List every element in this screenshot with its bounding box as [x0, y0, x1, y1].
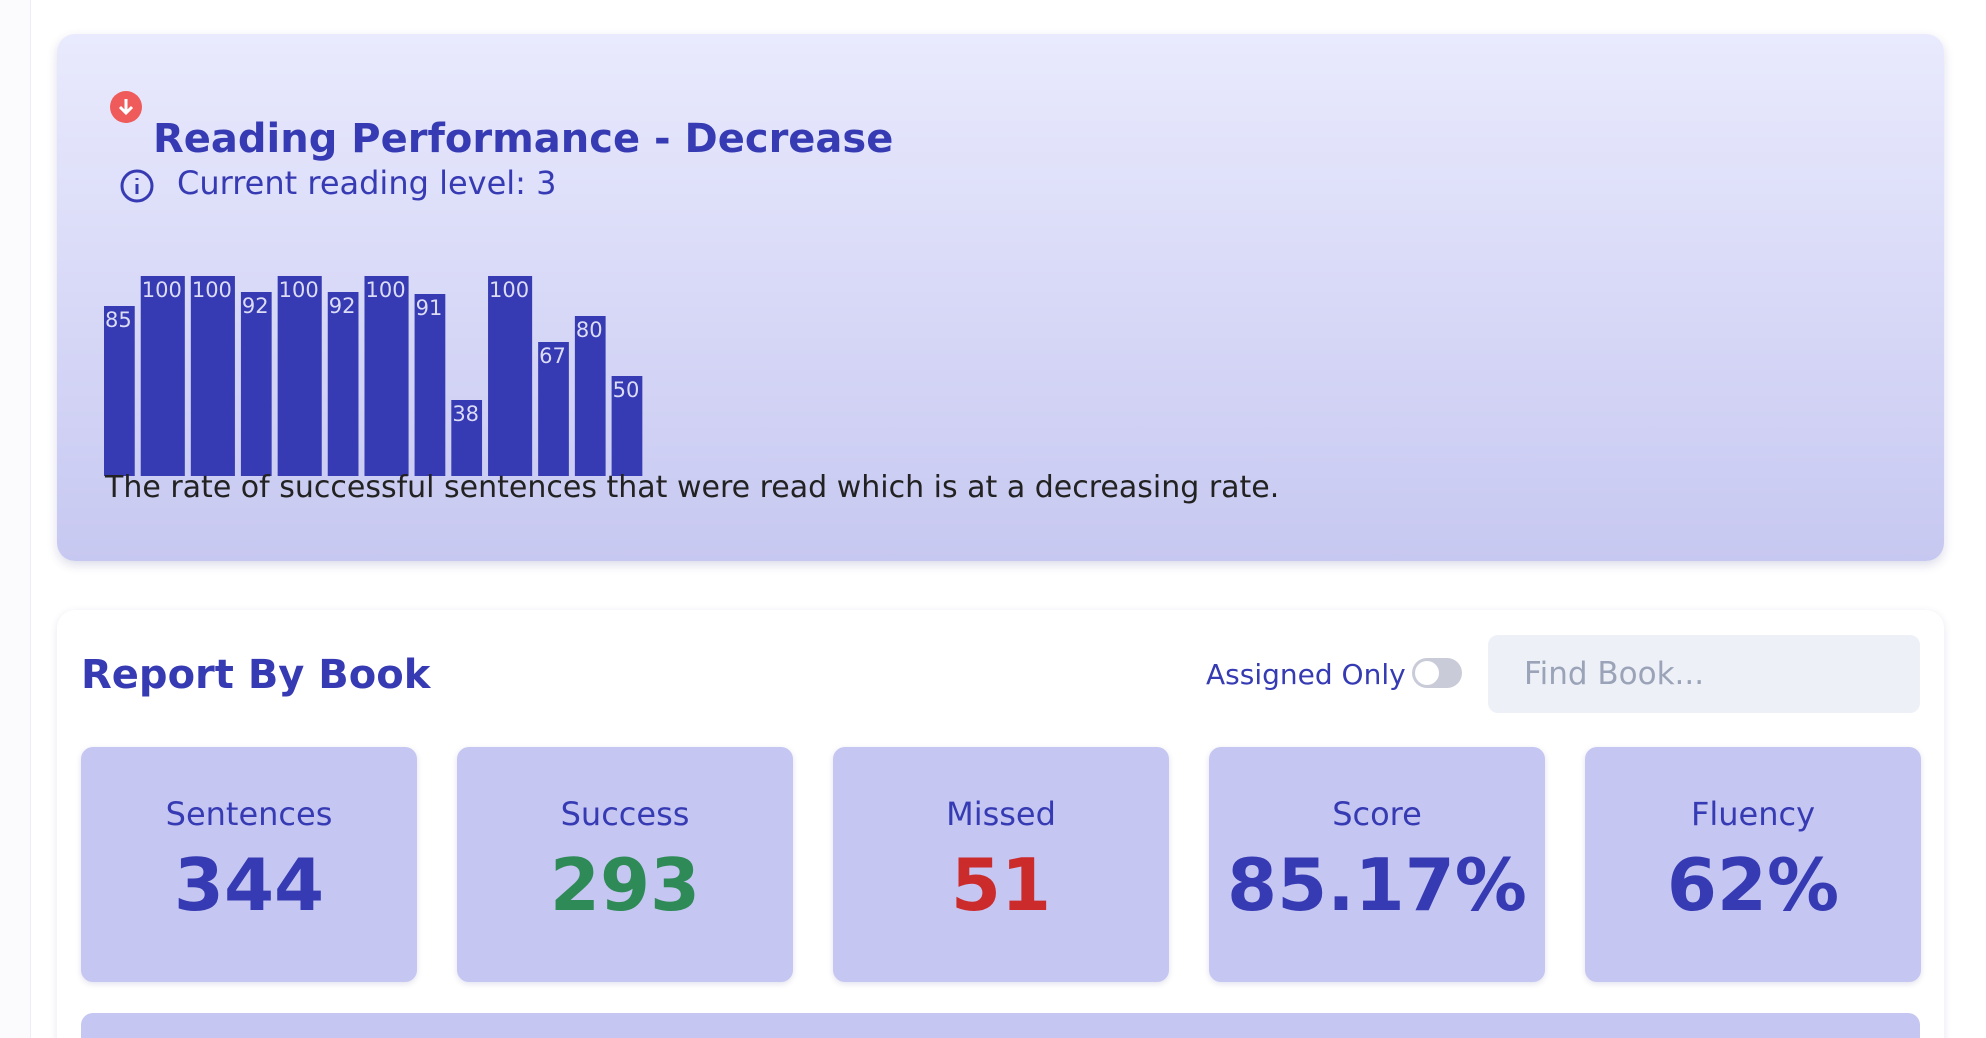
- bar: [104, 306, 135, 476]
- bar-label: 92: [242, 294, 269, 318]
- bar: [190, 276, 235, 476]
- stat-card: Success 293: [457, 747, 793, 982]
- bar-label: 80: [576, 318, 603, 342]
- bar-label: 50: [613, 378, 640, 402]
- stat-card: Fluency 62%: [1585, 747, 1921, 982]
- bar: [327, 292, 359, 476]
- stat-value: 293: [549, 843, 701, 927]
- stat-card: Sentences 344: [81, 747, 417, 982]
- performance-title: Reading Performance - Decrease: [153, 116, 894, 162]
- search-input[interactable]: Find Book...: [1488, 635, 1920, 713]
- bar: [611, 376, 643, 476]
- stat-value: 51: [950, 843, 1052, 927]
- bar-label: 67: [539, 344, 566, 368]
- bar-label: 100: [142, 278, 182, 302]
- bar: [140, 276, 185, 476]
- stats-row: Sentences 344 Success 293 Missed 51 Score 85.17…: [81, 747, 1921, 982]
- bar: [364, 276, 409, 476]
- report-title: Report By Book: [81, 652, 431, 698]
- decrease-icon: [110, 91, 142, 123]
- bar: [451, 400, 483, 476]
- bar: [488, 276, 533, 476]
- stat-label: Success: [560, 795, 690, 833]
- bar-label: 38: [452, 402, 479, 426]
- bar-chart: 85 100 100 92 100 92 100 91 38 100 67 80 50: [104, 276, 643, 476]
- bar-label: 100: [192, 278, 232, 302]
- bar-label: 92: [329, 294, 356, 318]
- bar-label: 100: [489, 278, 529, 302]
- stat-label: Fluency: [1690, 795, 1816, 833]
- bar-label: 85: [105, 308, 132, 332]
- bar: [240, 292, 272, 476]
- stat-value: 62%: [1666, 843, 1840, 927]
- stat-label: Score: [1332, 795, 1422, 833]
- bar-label: 100: [365, 278, 405, 302]
- bar-label: 91: [416, 296, 443, 320]
- report-card: Report By Book Assigned Only Find Book..…: [57, 610, 1944, 1038]
- performance-card: Reading Performance - Decrease Current r…: [57, 34, 1944, 561]
- reading-level: Current reading level: 3: [177, 164, 557, 202]
- stat-value: 85.17%: [1227, 843, 1527, 927]
- info-icon: [120, 169, 154, 203]
- next-section: [81, 1013, 1920, 1038]
- bar: [574, 316, 606, 476]
- assigned-toggle[interactable]: [1412, 658, 1462, 688]
- bar: [277, 276, 322, 476]
- stat-label: Missed: [946, 795, 1056, 833]
- bar: [538, 342, 569, 476]
- toggle-label: Assigned Only: [1206, 658, 1406, 691]
- stat-card: Missed 51: [833, 747, 1169, 982]
- stat-card: Score 85.17%: [1209, 747, 1545, 982]
- sidebar-edge: [0, 0, 31, 1038]
- bar-label: 100: [279, 278, 319, 302]
- stat-value: 344: [173, 843, 325, 927]
- stat-label: Sentences: [165, 795, 333, 833]
- bar: [414, 294, 446, 476]
- description: The rate of successful sentences that we…: [105, 470, 1280, 505]
